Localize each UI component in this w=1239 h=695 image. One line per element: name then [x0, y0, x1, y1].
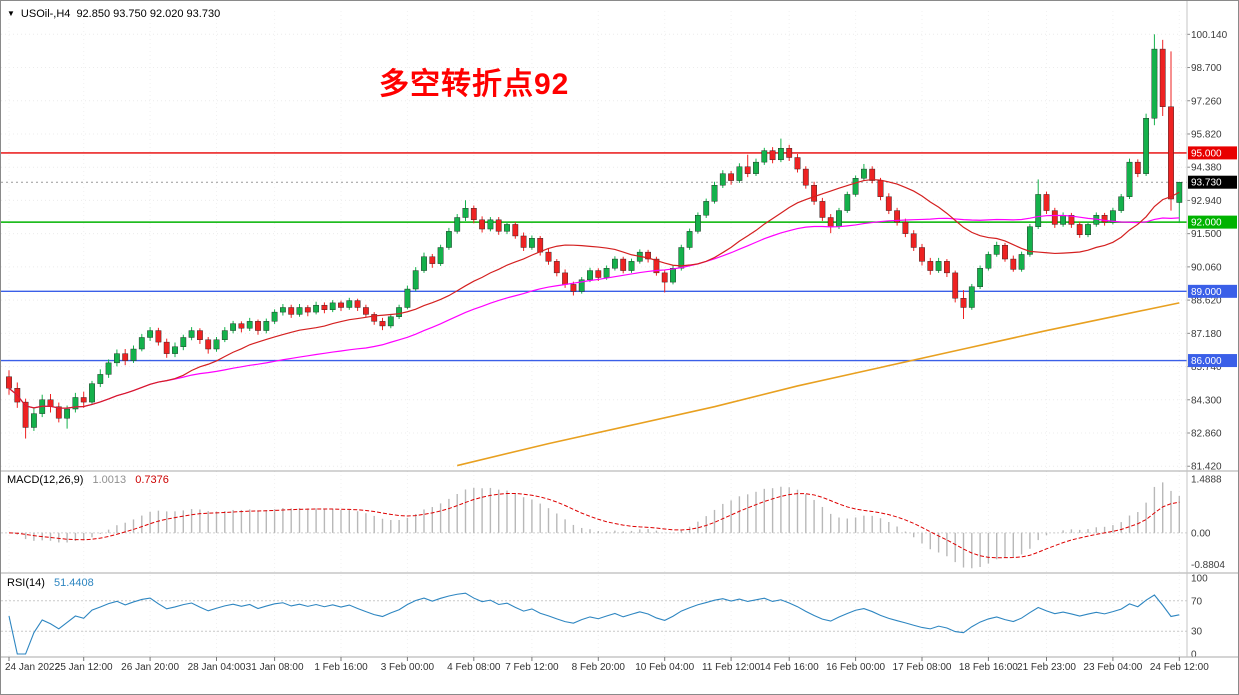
- price-axis-label: 92.940: [1191, 196, 1222, 207]
- macd-axis-label: -0.8804: [1191, 560, 1225, 571]
- price-badge: [1188, 284, 1237, 298]
- price-axis-label: 82.860: [1191, 429, 1222, 440]
- rsi-value: 51.4408: [53, 577, 94, 589]
- price-axis-label: 91.500: [1191, 229, 1222, 240]
- price-badge-label: 92.000: [1191, 218, 1222, 229]
- symbol-quote-bar: ▼ USOil-,H4 92.850 93.750 92.020 93.730: [7, 8, 220, 20]
- rsi-panel: 100 70 30 0: [1, 574, 1208, 661]
- time-axis-label: 23 Feb 04:00: [1083, 662, 1142, 673]
- time-axis-label: 8 Feb 20:00: [572, 662, 626, 673]
- time-axis-label: 24 Feb 12:00: [1150, 662, 1209, 673]
- price-badge-label: 86.000: [1191, 356, 1222, 367]
- price-axis-label: 98.700: [1191, 63, 1222, 74]
- price-badge: [1188, 215, 1237, 229]
- ma-orange-line: [457, 302, 1180, 467]
- annotation-text[interactable]: 多空转折点92: [379, 68, 570, 101]
- time-axis-label: 24 Jan 2022: [5, 662, 60, 673]
- ma-magenta-line: [8, 214, 1180, 409]
- price-axis-label: 97.260: [1191, 96, 1222, 107]
- price-badge: [1188, 354, 1237, 368]
- panel-separators[interactable]: [1, 1, 1238, 658]
- price-axis-label: 100.140: [1191, 30, 1228, 41]
- rsi-axis-label: 30: [1191, 627, 1203, 638]
- quote-ohlc-values: 92.850 93.750 92.020 93.730: [76, 8, 221, 20]
- macd-axis-label: 0.00: [1191, 528, 1211, 539]
- time-axis-label: 4 Feb 08:00: [447, 662, 501, 673]
- time-axis-label: 26 Jan 20:00: [121, 662, 179, 673]
- price-axis-label: 85.740: [1191, 362, 1222, 373]
- price-badge: [1188, 175, 1237, 189]
- candles: [6, 34, 1183, 439]
- macd-name: MACD(12,26,9): [7, 474, 84, 486]
- macd-signal-value: 0.7376: [135, 474, 169, 486]
- price-axis-label: 95.820: [1191, 129, 1222, 140]
- horizontal-level-lines[interactable]: [1, 152, 1187, 362]
- time-axis-label: 10 Feb 04:00: [635, 662, 694, 673]
- time-axis-label: 28 Jan 04:00: [188, 662, 246, 673]
- time-axis-label: 14 Feb 16:00: [760, 662, 819, 673]
- rsi-axis-label: 100: [1191, 574, 1208, 585]
- price-axis-label: 90.060: [1191, 262, 1222, 273]
- collapse-chart-icon[interactable]: ▼: [7, 9, 15, 18]
- price-axis-label: 94.380: [1191, 163, 1222, 174]
- time-axis-label: 31 Jan 08:00: [246, 662, 304, 673]
- price-axis-label: 81.420: [1191, 462, 1222, 473]
- macd-axis-label: 1.4888: [1191, 475, 1222, 486]
- price-badge-label: 89.000: [1191, 287, 1222, 298]
- time-axis-label: 17 Feb 08:00: [893, 662, 952, 673]
- price-scale[interactable]: 100.140 98.700 97.260 95.820 94.380 92.940 91.…: [1187, 30, 1237, 473]
- macd-main-value: 1.0013: [92, 474, 127, 486]
- rsi-name: RSI(14): [7, 577, 45, 589]
- time-axis-label: 18 Feb 16:00: [959, 662, 1018, 673]
- symbol-period-label: USOil-,H4: [20, 8, 71, 20]
- price-axis-label: 84.300: [1191, 395, 1222, 406]
- price-badge: [1188, 146, 1237, 160]
- rsi-axis-label: 0: [1191, 650, 1197, 661]
- time-axis-label: 16 Feb 00:00: [826, 662, 885, 673]
- price-badge-label: 93.730: [1191, 178, 1222, 189]
- time-axis-label: 25 Jan 12:00: [55, 662, 113, 673]
- time-axis-label: 3 Feb 00:00: [381, 662, 435, 673]
- time-axis-label: 7 Feb 12:00: [505, 662, 559, 673]
- price-axis-label: 88.620: [1191, 296, 1222, 307]
- grid-lines: [1, 11, 1187, 656]
- time-axis-label: 11 Feb 12:00: [702, 662, 761, 673]
- rsi-axis-label: 70: [1191, 596, 1203, 607]
- rsi-indicator-label: RSI(14) 51.4408: [7, 577, 94, 589]
- time-axis-label: 21 Feb 23:00: [1017, 662, 1076, 673]
- macd-panel: 1.4888 0.00 -0.8804: [1, 475, 1225, 571]
- time-axis-label: 1 Feb 16:00: [314, 662, 368, 673]
- ma-red-line: [8, 178, 1180, 409]
- price-badge-label: 95.000: [1191, 148, 1222, 159]
- price-axis-label: 87.180: [1191, 329, 1222, 340]
- macd-indicator-label: MACD(12,26,9) 1.0013 0.7376: [7, 474, 169, 486]
